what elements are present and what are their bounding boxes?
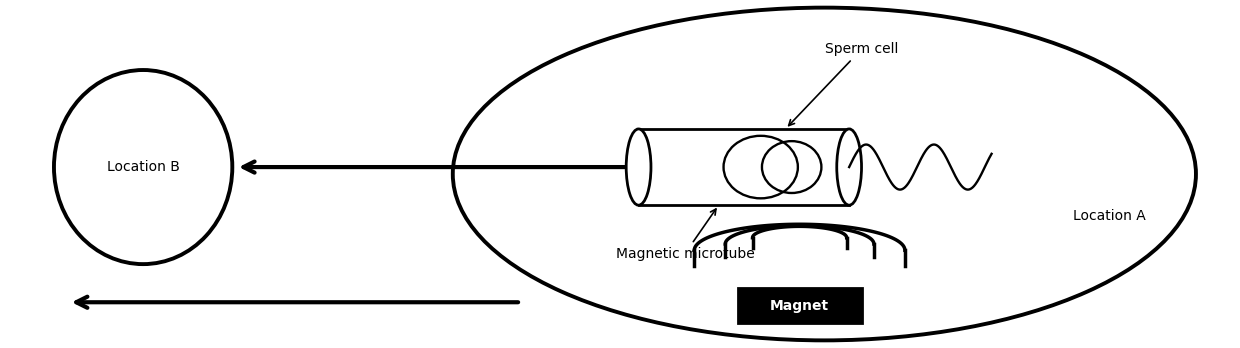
Text: Location A: Location A <box>1073 208 1146 223</box>
Text: Magnetic microtube: Magnetic microtube <box>615 209 754 261</box>
Ellipse shape <box>837 129 862 205</box>
Text: Sperm cell: Sperm cell <box>789 42 898 126</box>
Text: Location B: Location B <box>107 160 180 174</box>
Text: Magnet: Magnet <box>770 299 830 313</box>
Bar <box>639 129 849 205</box>
Bar <box>738 288 862 323</box>
Ellipse shape <box>626 129 651 205</box>
